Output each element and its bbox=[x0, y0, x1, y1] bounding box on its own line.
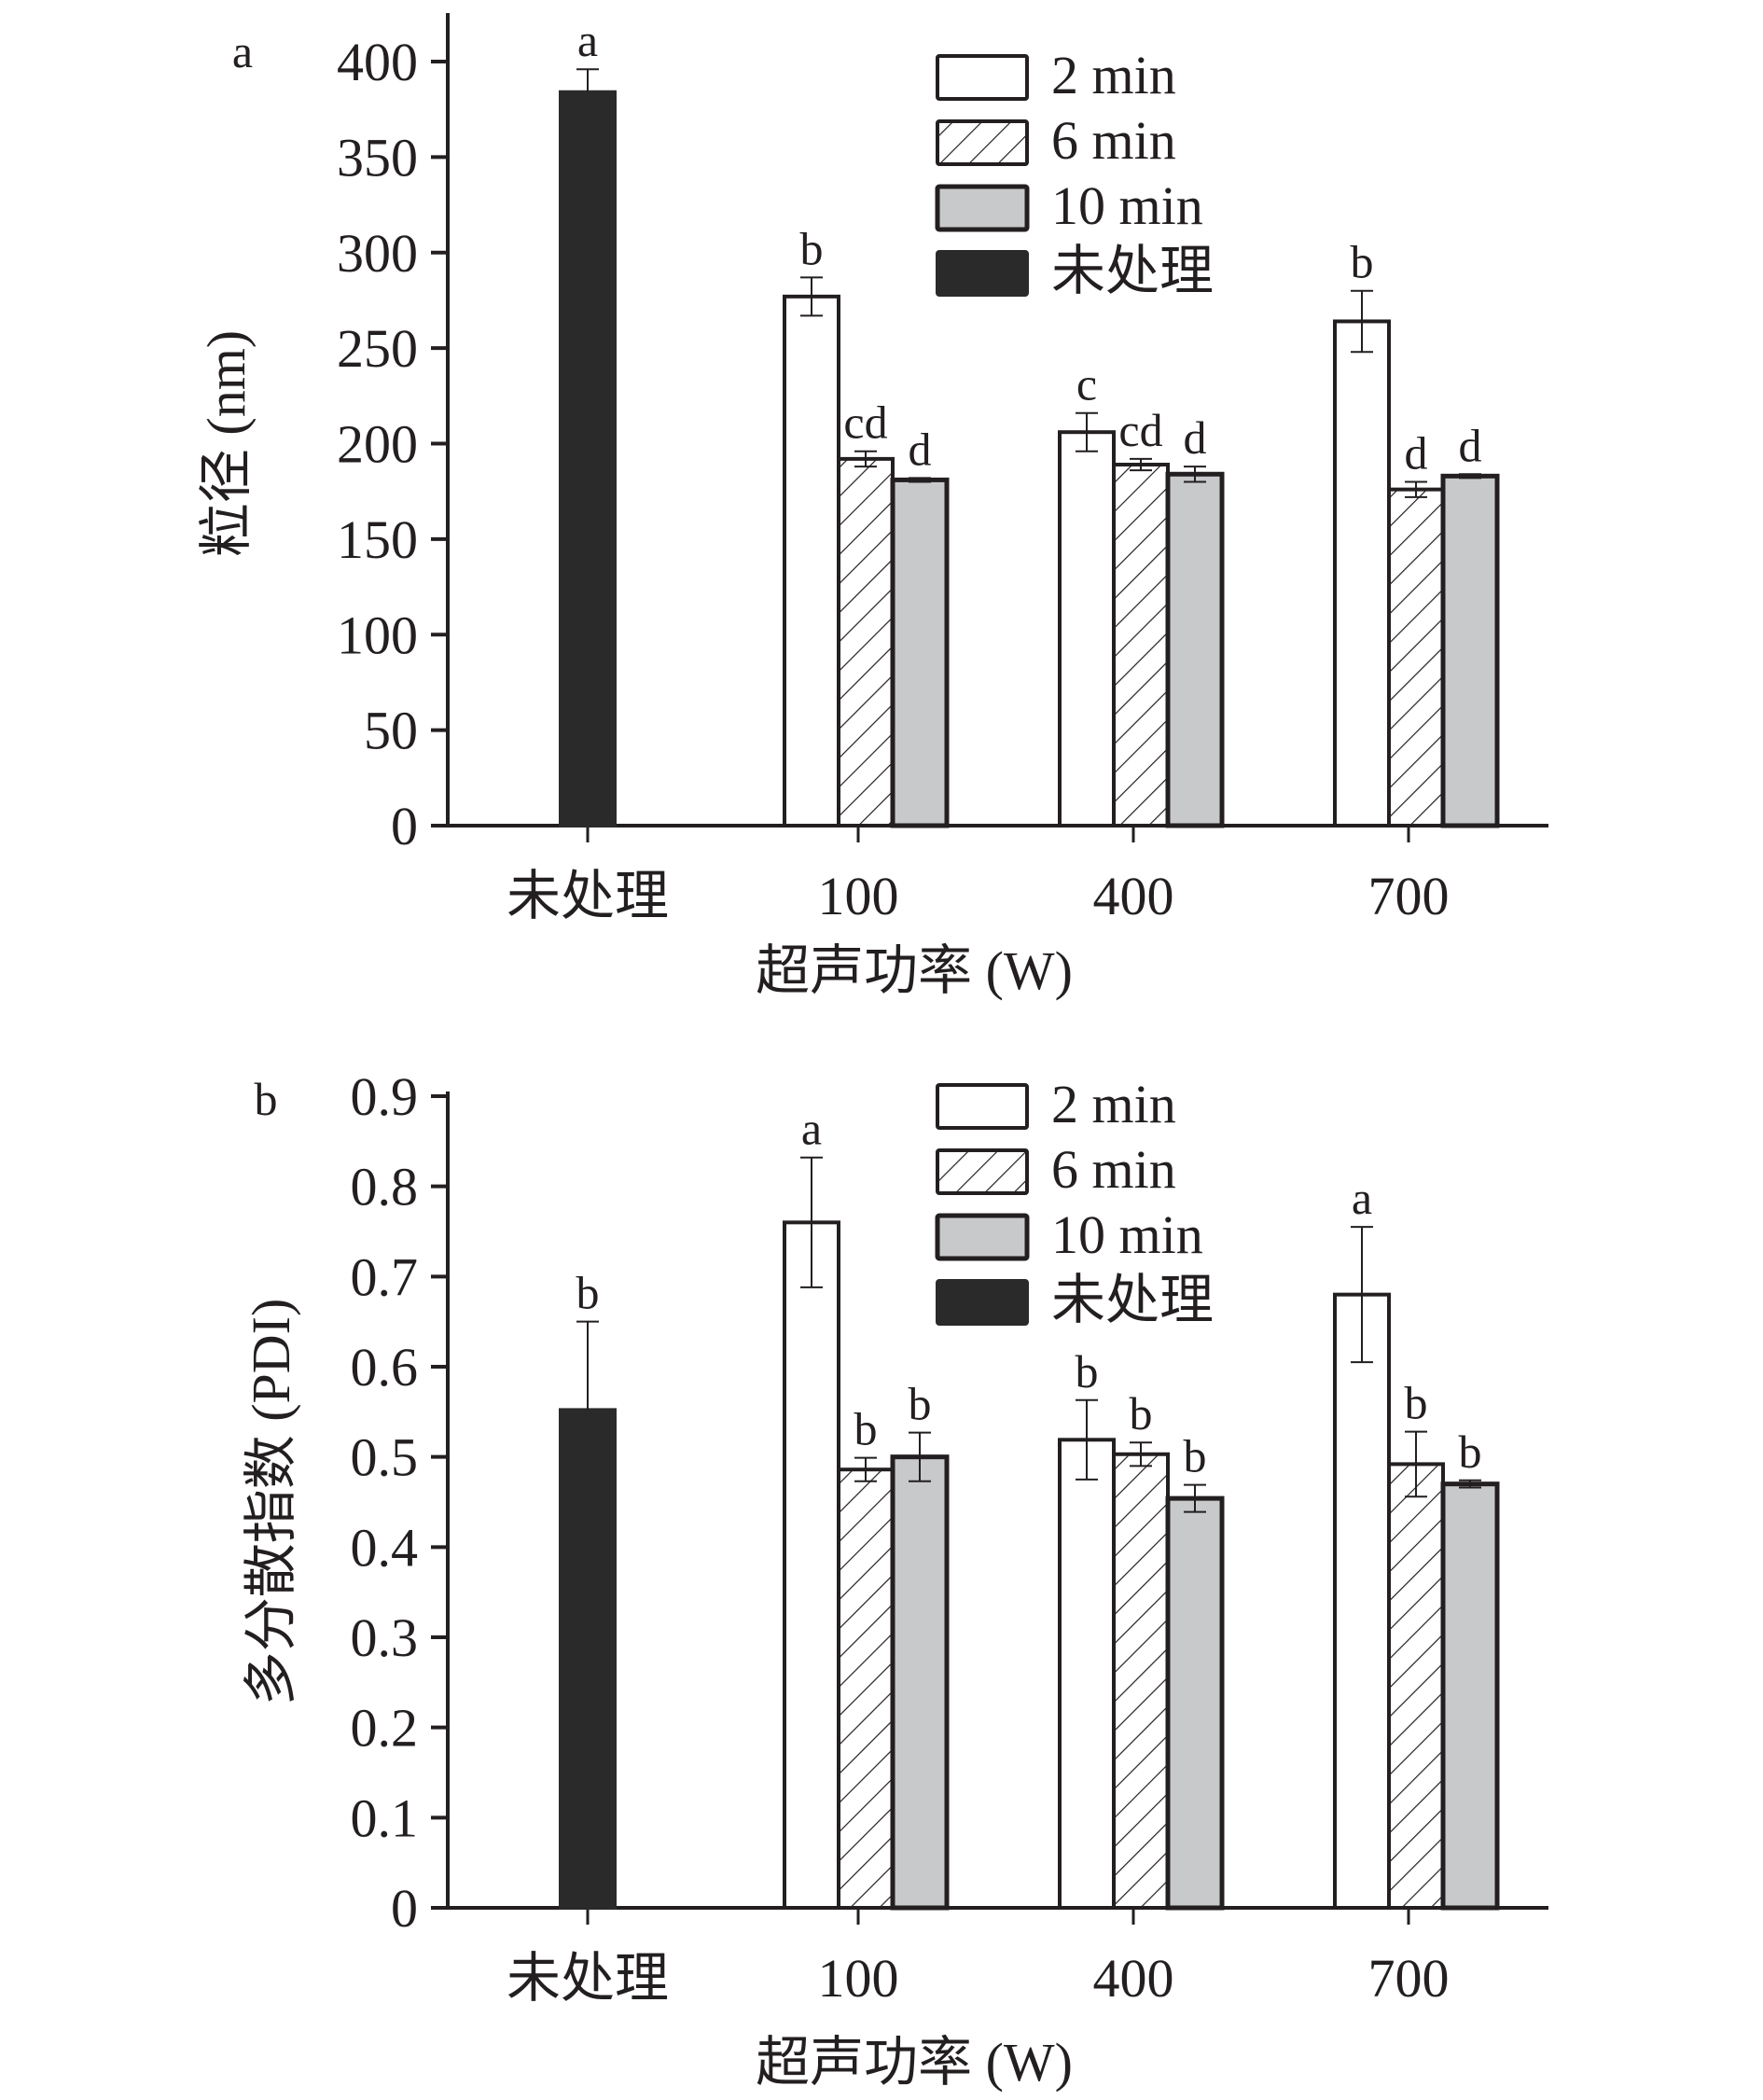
legend-swatch bbox=[935, 1213, 1030, 1261]
y-tick-label: 50 bbox=[364, 701, 418, 761]
x-tick-label: 未处理 bbox=[507, 1948, 669, 2009]
y-axis-title: 粒径 (nm) bbox=[196, 330, 257, 557]
significance-letter: cd bbox=[843, 396, 887, 449]
legend-label: 未处理 bbox=[1051, 241, 1214, 301]
legend-label: 6 min bbox=[1051, 1139, 1176, 1200]
legend-label: 未处理 bbox=[1051, 1270, 1214, 1330]
significance-letter: b bbox=[1405, 1377, 1428, 1429]
legend-label: 10 min bbox=[1051, 175, 1203, 236]
significance-letter: a bbox=[577, 14, 598, 66]
y-tick-label: 150 bbox=[337, 509, 418, 570]
significance-letter: c bbox=[1076, 358, 1097, 410]
x-tick-label: 400 bbox=[1093, 1948, 1174, 2009]
bar bbox=[1440, 1481, 1500, 1911]
significance-letter: b bbox=[1459, 1425, 1482, 1478]
bar bbox=[1333, 1292, 1391, 1910]
y-tick-label: 0 bbox=[391, 1878, 418, 1939]
significance-letter: d bbox=[1405, 426, 1428, 479]
y-tick-label: 0.1 bbox=[351, 1787, 419, 1848]
legend-label: 6 min bbox=[1051, 110, 1176, 171]
bar bbox=[1165, 1495, 1225, 1911]
bar bbox=[1165, 471, 1225, 828]
significance-letter: b bbox=[854, 1403, 878, 1455]
legend-swatch bbox=[936, 1148, 1029, 1195]
y-tick-label: 0.9 bbox=[351, 1066, 419, 1127]
bar bbox=[1058, 430, 1116, 827]
y-tick-label: 300 bbox=[337, 223, 418, 284]
legend-label: 2 min bbox=[1051, 45, 1176, 105]
panel-b-chart: 0 0.1 0.2 0.3 0.4 0.5 0.6 0.7 0.8 0.9 未处理 100 400 700… bbox=[241, 1066, 1548, 2093]
y-tick-label: 0.3 bbox=[351, 1607, 419, 1668]
bar bbox=[1112, 1452, 1170, 1911]
bar bbox=[783, 294, 840, 827]
legend-label: 2 min bbox=[1051, 1074, 1176, 1134]
legend-swatch bbox=[936, 1279, 1029, 1326]
significance-letter: cd bbox=[1118, 404, 1162, 456]
significance-letter: b bbox=[1130, 1387, 1153, 1439]
bar bbox=[890, 477, 950, 828]
x-axis-title: 超声功率 (W) bbox=[756, 2032, 1073, 2093]
x-tick-label: 100 bbox=[818, 866, 899, 926]
y-tick-label: 100 bbox=[337, 605, 418, 665]
y-tick-label: 0.8 bbox=[351, 1157, 419, 1217]
bar bbox=[559, 90, 617, 827]
legend-swatch bbox=[936, 250, 1029, 297]
x-tick-label: 400 bbox=[1093, 866, 1174, 926]
bar bbox=[1440, 473, 1500, 828]
y-axis-title: 多分散指数 (PDI) bbox=[241, 1299, 301, 1706]
significance-letter: b bbox=[576, 1267, 600, 1319]
y-tick-label: 350 bbox=[337, 127, 418, 188]
significance-letter: b bbox=[1351, 236, 1374, 288]
bar bbox=[1058, 1438, 1116, 1911]
y-tick-label: 400 bbox=[337, 32, 418, 92]
significance-letter: b bbox=[1184, 1430, 1207, 1482]
legend-swatch bbox=[936, 1083, 1029, 1130]
significance-letter: d bbox=[1184, 411, 1207, 464]
x-tick-label: 未处理 bbox=[507, 866, 669, 926]
bar bbox=[783, 1220, 840, 1911]
y-tick-label: 0.5 bbox=[351, 1427, 419, 1488]
bar bbox=[890, 1454, 950, 1911]
y-tick-label: 0.4 bbox=[351, 1517, 419, 1578]
significance-letter: a bbox=[1352, 1172, 1372, 1224]
bar bbox=[1333, 319, 1391, 827]
bar bbox=[837, 1467, 895, 1910]
y-tick-label: 0 bbox=[391, 796, 418, 856]
x-axis-title: 超声功率 (W) bbox=[756, 940, 1073, 1001]
significance-letter: d bbox=[1459, 419, 1482, 471]
bar bbox=[559, 1408, 617, 1910]
bar bbox=[1387, 1462, 1445, 1911]
panel-label: a bbox=[232, 25, 253, 77]
y-tick-label: 0.7 bbox=[351, 1246, 419, 1307]
bar bbox=[837, 456, 895, 827]
panel-a-chart: 0 50 100 150 200 250 300 350 400 未处理 100 400 700 超声功率… bbox=[196, 13, 1548, 1001]
legend-swatch bbox=[935, 184, 1030, 232]
significance-letter: b bbox=[1076, 1345, 1099, 1398]
x-tick-label: 100 bbox=[818, 1948, 899, 2009]
legend-swatch bbox=[936, 119, 1029, 166]
bar bbox=[1112, 463, 1170, 827]
y-tick-label: 0.2 bbox=[351, 1698, 419, 1759]
significance-letter: b bbox=[800, 222, 824, 274]
legend-swatch bbox=[936, 54, 1029, 101]
y-tick-label: 250 bbox=[337, 318, 418, 379]
significance-letter: d bbox=[909, 423, 932, 475]
panel-label: b bbox=[255, 1073, 278, 1125]
y-tick-label: 200 bbox=[337, 414, 418, 475]
bar bbox=[1387, 487, 1445, 827]
x-tick-label: 700 bbox=[1368, 866, 1450, 926]
x-tick-label: 700 bbox=[1368, 1948, 1450, 2009]
significance-letter: b bbox=[909, 1378, 932, 1430]
y-tick-label: 0.6 bbox=[351, 1337, 419, 1398]
significance-letter: a bbox=[801, 1103, 822, 1155]
legend-label: 10 min bbox=[1051, 1204, 1203, 1265]
